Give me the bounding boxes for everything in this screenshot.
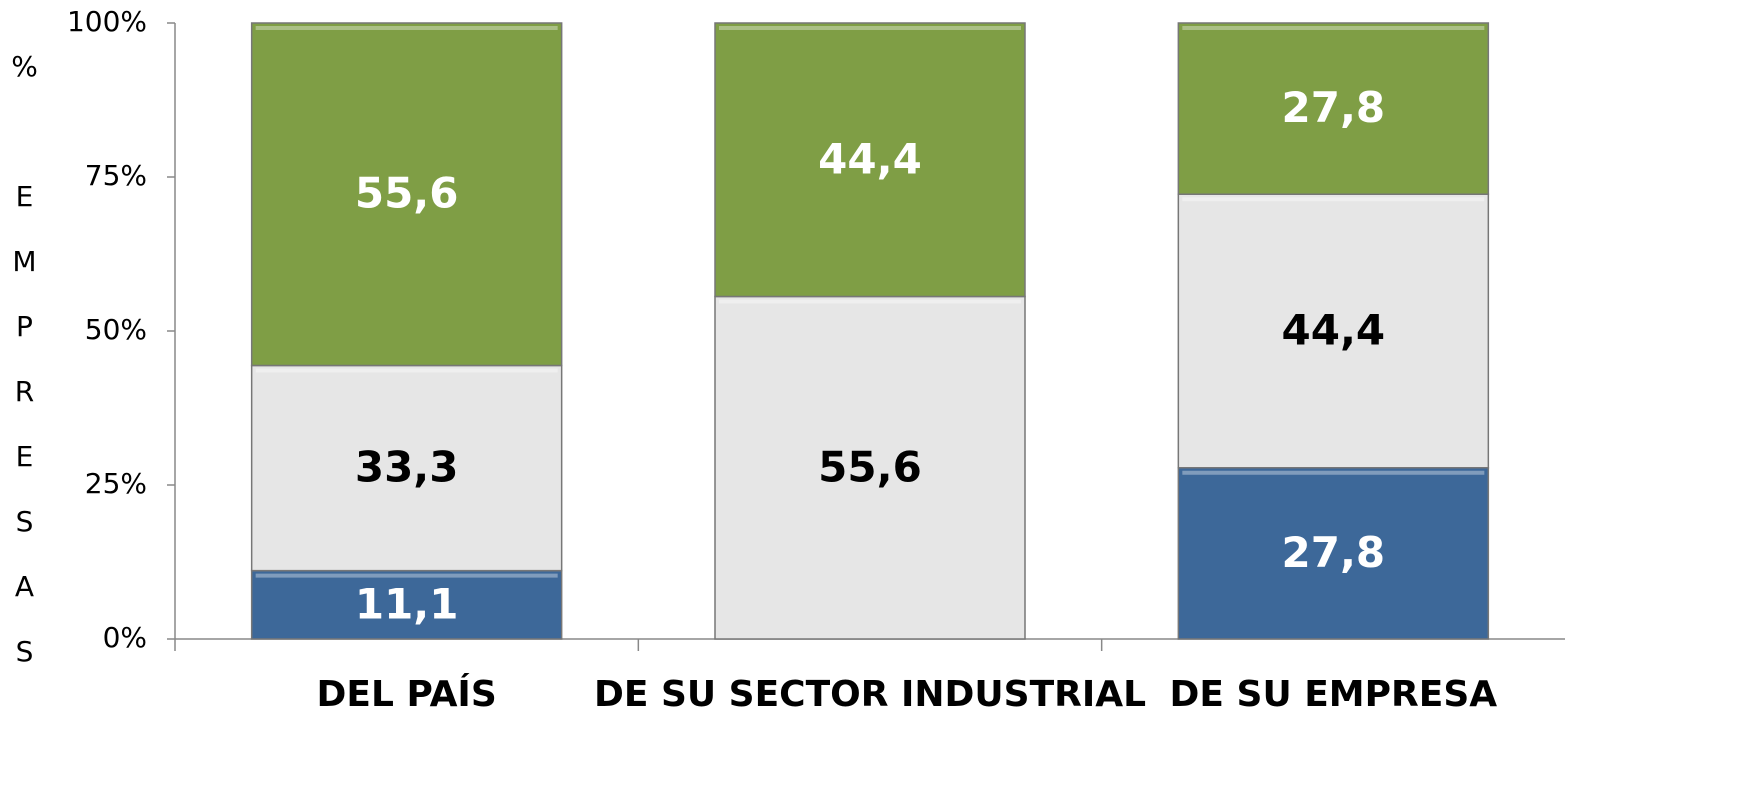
bar-bevel [1182,470,1485,475]
data-label: 33,3 [355,443,459,492]
bar-segment [1177,467,1490,640]
data-label: 44,4 [1282,306,1386,355]
bar-segment [714,295,1026,640]
data-label: 55,6 [818,442,922,491]
bar-bevel [1182,197,1485,202]
bar-segment [714,22,1026,298]
bar-segment [250,364,563,572]
bar-bevel [719,299,1021,304]
data-label: 27,8 [1282,83,1386,132]
y-tick-label: 50% [85,313,147,346]
y-tick-label: 25% [85,467,147,500]
x-tick-label: DE SU SECTOR INDUSTRIAL [594,674,1146,715]
data-label: 27,8 [1282,528,1386,577]
y-tick-label: 0% [103,621,147,654]
bar-bevel [1182,26,1485,30]
y-tick-label: 75% [85,159,147,192]
bar-bevel [255,573,558,578]
bar-segment [1177,22,1490,195]
y-tick-label: 100% [67,5,147,38]
bar-bevel [255,368,558,373]
bar-bevel [719,26,1021,30]
data-label: 44,4 [818,134,922,183]
bar-segment [1177,193,1490,469]
bar-segment [250,22,563,367]
x-tick-label: DE SU EMPRESA [1170,674,1498,715]
x-tick-label: DEL PAÍS [317,673,497,715]
data-label: 55,6 [355,169,459,218]
data-label: 11,1 [355,579,459,628]
y-axis-label: % EMPRESAS [8,50,41,700]
bar-bevel [255,26,558,30]
